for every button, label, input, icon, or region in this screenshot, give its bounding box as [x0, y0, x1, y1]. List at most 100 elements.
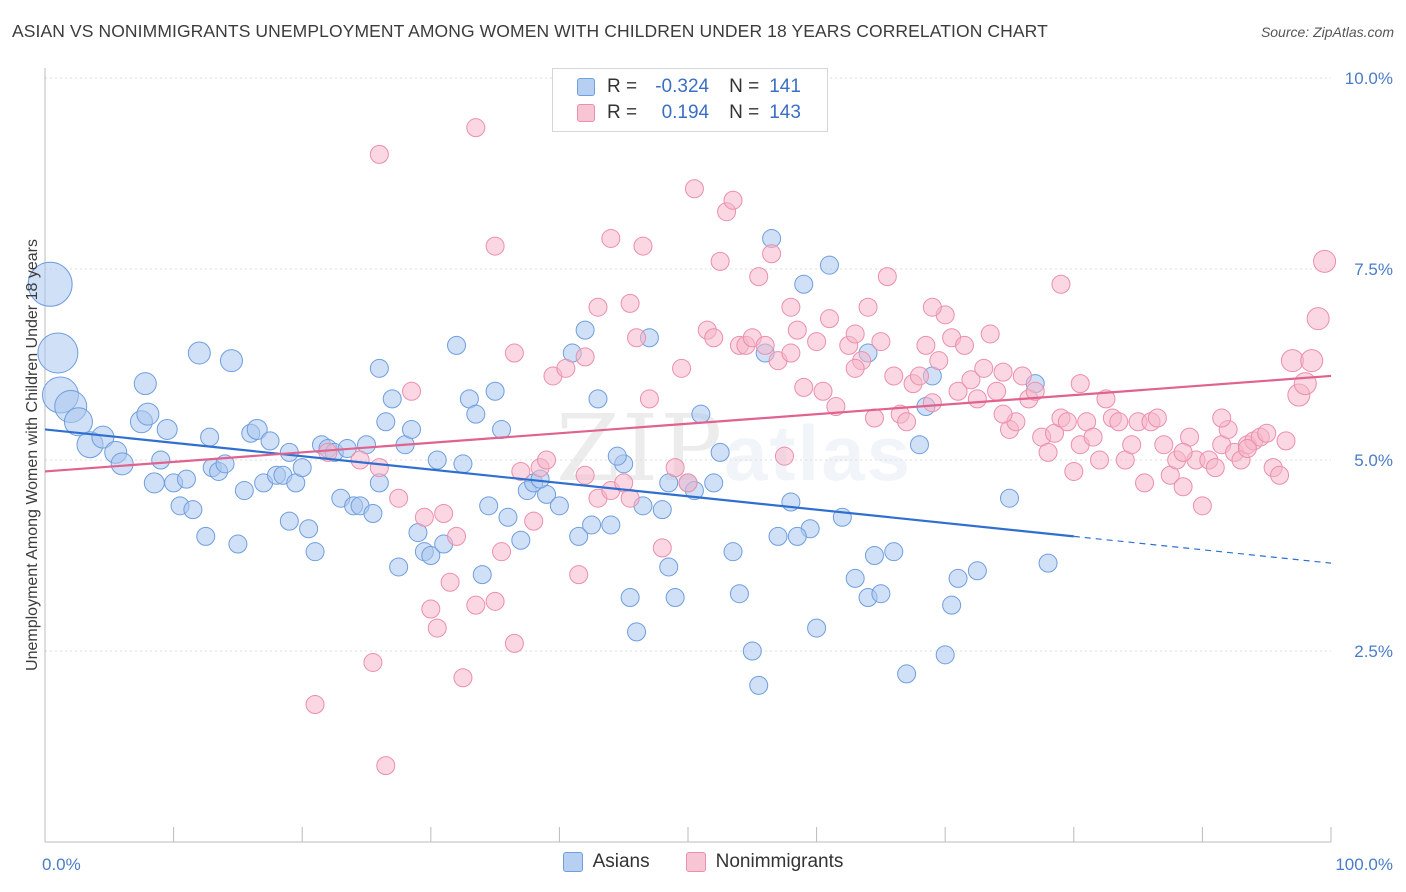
asian-point — [935, 645, 955, 665]
nonimmigrant-point — [414, 507, 434, 527]
asians-r-value: -0.324 — [655, 76, 710, 97]
asian-point — [742, 641, 762, 661]
nonimmigrant-point — [710, 251, 730, 271]
asian-point — [627, 622, 647, 642]
asian-point — [447, 335, 467, 355]
nonimmigrant-point — [672, 358, 692, 378]
nonimmigrant-point — [556, 358, 576, 378]
asian-point — [575, 320, 595, 340]
trend-lines — [44, 374, 1332, 564]
nonimmigrant-point — [1012, 366, 1032, 386]
nonimmigrant-point — [1276, 431, 1296, 451]
asian-point — [582, 515, 602, 535]
nonimmigrant-point — [1083, 427, 1103, 447]
nonimmigrant-point — [974, 358, 994, 378]
nonimmigrant-point — [1212, 408, 1232, 428]
nonimmigrant-point — [627, 328, 647, 348]
asian-point — [421, 546, 441, 565]
nonimmigrant-point — [858, 297, 878, 317]
asian-point — [453, 454, 473, 474]
nonimmigrant-point — [504, 633, 524, 653]
nonimmigrant-point — [466, 595, 486, 615]
legend-item-asians[interactable]: Asians — [562, 851, 650, 873]
nonimmigrant-point — [813, 381, 833, 401]
nonimmigrant-point — [1313, 249, 1337, 273]
asian-point — [845, 568, 865, 588]
legend-row-asians: R = -0.324 N = 141 — [577, 75, 801, 99]
asian-point — [27, 261, 73, 307]
asian-point — [729, 584, 749, 604]
y-tick-label: 2.5% — [1354, 642, 1393, 661]
asian-point — [569, 526, 589, 546]
nonimmigrant-point — [723, 190, 743, 210]
nonimmigrant-point — [575, 465, 595, 485]
nonimmigrant-point — [485, 591, 505, 611]
nonimmigrant-point — [1306, 307, 1330, 331]
nonimmigrant-point — [588, 297, 608, 317]
asian-point — [1038, 553, 1058, 573]
nonimmigrant-point — [781, 343, 801, 363]
series-nonimmigrants — [305, 118, 1337, 776]
nonimmigrant-point — [1070, 374, 1090, 394]
nonimmigrant-point — [929, 351, 949, 371]
nonimmigrant-point — [1051, 274, 1071, 294]
nonimmigrant-point — [601, 228, 621, 248]
nonimmigrants-legend-label: Nonimmigrants — [715, 851, 844, 872]
nonimmigrant-point — [440, 572, 460, 592]
asian-point — [871, 584, 891, 604]
asian-trend-extension — [1073, 535, 1332, 564]
asians-n-value: 141 — [769, 76, 801, 97]
nonimmigrant-point — [684, 179, 704, 199]
asian-point — [176, 469, 196, 489]
asian-point — [607, 446, 627, 466]
nonimmigrant-point — [524, 511, 544, 531]
nonimmigrant-point — [845, 358, 865, 378]
nonimmigrant-point — [967, 389, 987, 409]
asians-legend-label: Asians — [592, 851, 650, 872]
nonimmigrant-point — [537, 450, 557, 470]
legend-item-nonimmigrants[interactable]: Nonimmigrants — [685, 851, 844, 873]
nonimmigrant-point — [1257, 423, 1277, 443]
nonimmigrant-point — [1205, 458, 1225, 478]
nonimmigrant-point — [1192, 496, 1212, 516]
asian-point — [279, 511, 299, 531]
nonimmigrants-legend-swatch — [685, 852, 706, 872]
y-axis-label: Unemployment Among Women with Children U… — [24, 239, 41, 671]
nonimmigrant-point — [774, 446, 794, 466]
asian-point — [156, 418, 178, 440]
asian-point — [151, 450, 171, 470]
y-tick-label: 5.0% — [1354, 451, 1393, 470]
asian-point — [819, 255, 839, 275]
asian-point — [601, 515, 621, 535]
nonimmigrant-trend-line — [44, 374, 1332, 473]
asian-point — [967, 561, 987, 581]
asian-point — [110, 452, 134, 476]
nonimmigrant-point — [980, 324, 1000, 344]
asian-point — [133, 372, 157, 396]
asian-point — [485, 381, 505, 401]
nonimmigrants-r-label: R = — [607, 102, 638, 123]
asian-point — [402, 419, 422, 439]
nonimmigrants-n-label: N = — [729, 102, 760, 123]
asian-point — [864, 546, 884, 565]
asian-point — [260, 431, 280, 451]
correlation-legend: R = -0.324 N = 141 R = 0.194 N = 143 — [552, 68, 828, 132]
asian-point — [219, 349, 243, 373]
asian-point — [710, 442, 730, 462]
nonimmigrant-point — [318, 442, 338, 462]
asian-point — [909, 435, 929, 455]
nonimmigrant-point — [389, 488, 409, 508]
asians-swatch — [577, 78, 595, 96]
nonimmigrant-point — [922, 393, 942, 413]
nonimmigrants-swatch — [577, 104, 595, 122]
nonimmigrant-point — [1109, 412, 1129, 432]
asian-point — [196, 526, 216, 546]
asian-point — [63, 407, 93, 437]
nonimmigrant-point — [762, 244, 782, 264]
asian-point — [942, 595, 962, 615]
asian-point — [228, 534, 248, 554]
nonimmigrant-point — [485, 236, 505, 256]
asian-point — [305, 542, 325, 562]
nonimmigrant-point — [620, 293, 640, 313]
nonimmigrant-point — [575, 347, 595, 367]
